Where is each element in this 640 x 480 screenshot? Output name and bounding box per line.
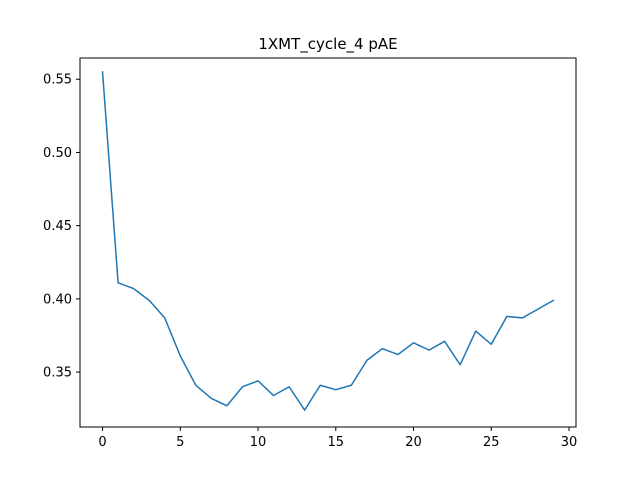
- x-tick-label: 20: [405, 435, 422, 450]
- x-tick-label: 15: [328, 435, 345, 450]
- x-tick-label: 5: [176, 435, 184, 450]
- x-tick-label: 10: [250, 435, 267, 450]
- y-tick-label: 0.45: [43, 219, 72, 234]
- y-tick-label: 0.35: [43, 366, 72, 381]
- y-axis-ticks: 0.35 0.40 0.45 0.50 0.55: [43, 73, 80, 381]
- x-tick-label: 0: [98, 435, 106, 450]
- plot-area-frame: [79, 57, 577, 428]
- chart-title: 1XMT_cycle_4 pAE: [258, 35, 397, 54]
- y-tick-label: 0.40: [43, 292, 72, 307]
- series-line: [101, 71, 555, 411]
- x-tick-label: 25: [483, 435, 500, 450]
- y-tick-label: 0.55: [43, 73, 72, 88]
- y-tick-label: 0.50: [43, 146, 72, 161]
- plot-lines: [101, 71, 555, 411]
- x-tick-label: 30: [561, 435, 578, 450]
- x-axis-ticks: 0 5 10 15 20 25 30: [98, 427, 577, 450]
